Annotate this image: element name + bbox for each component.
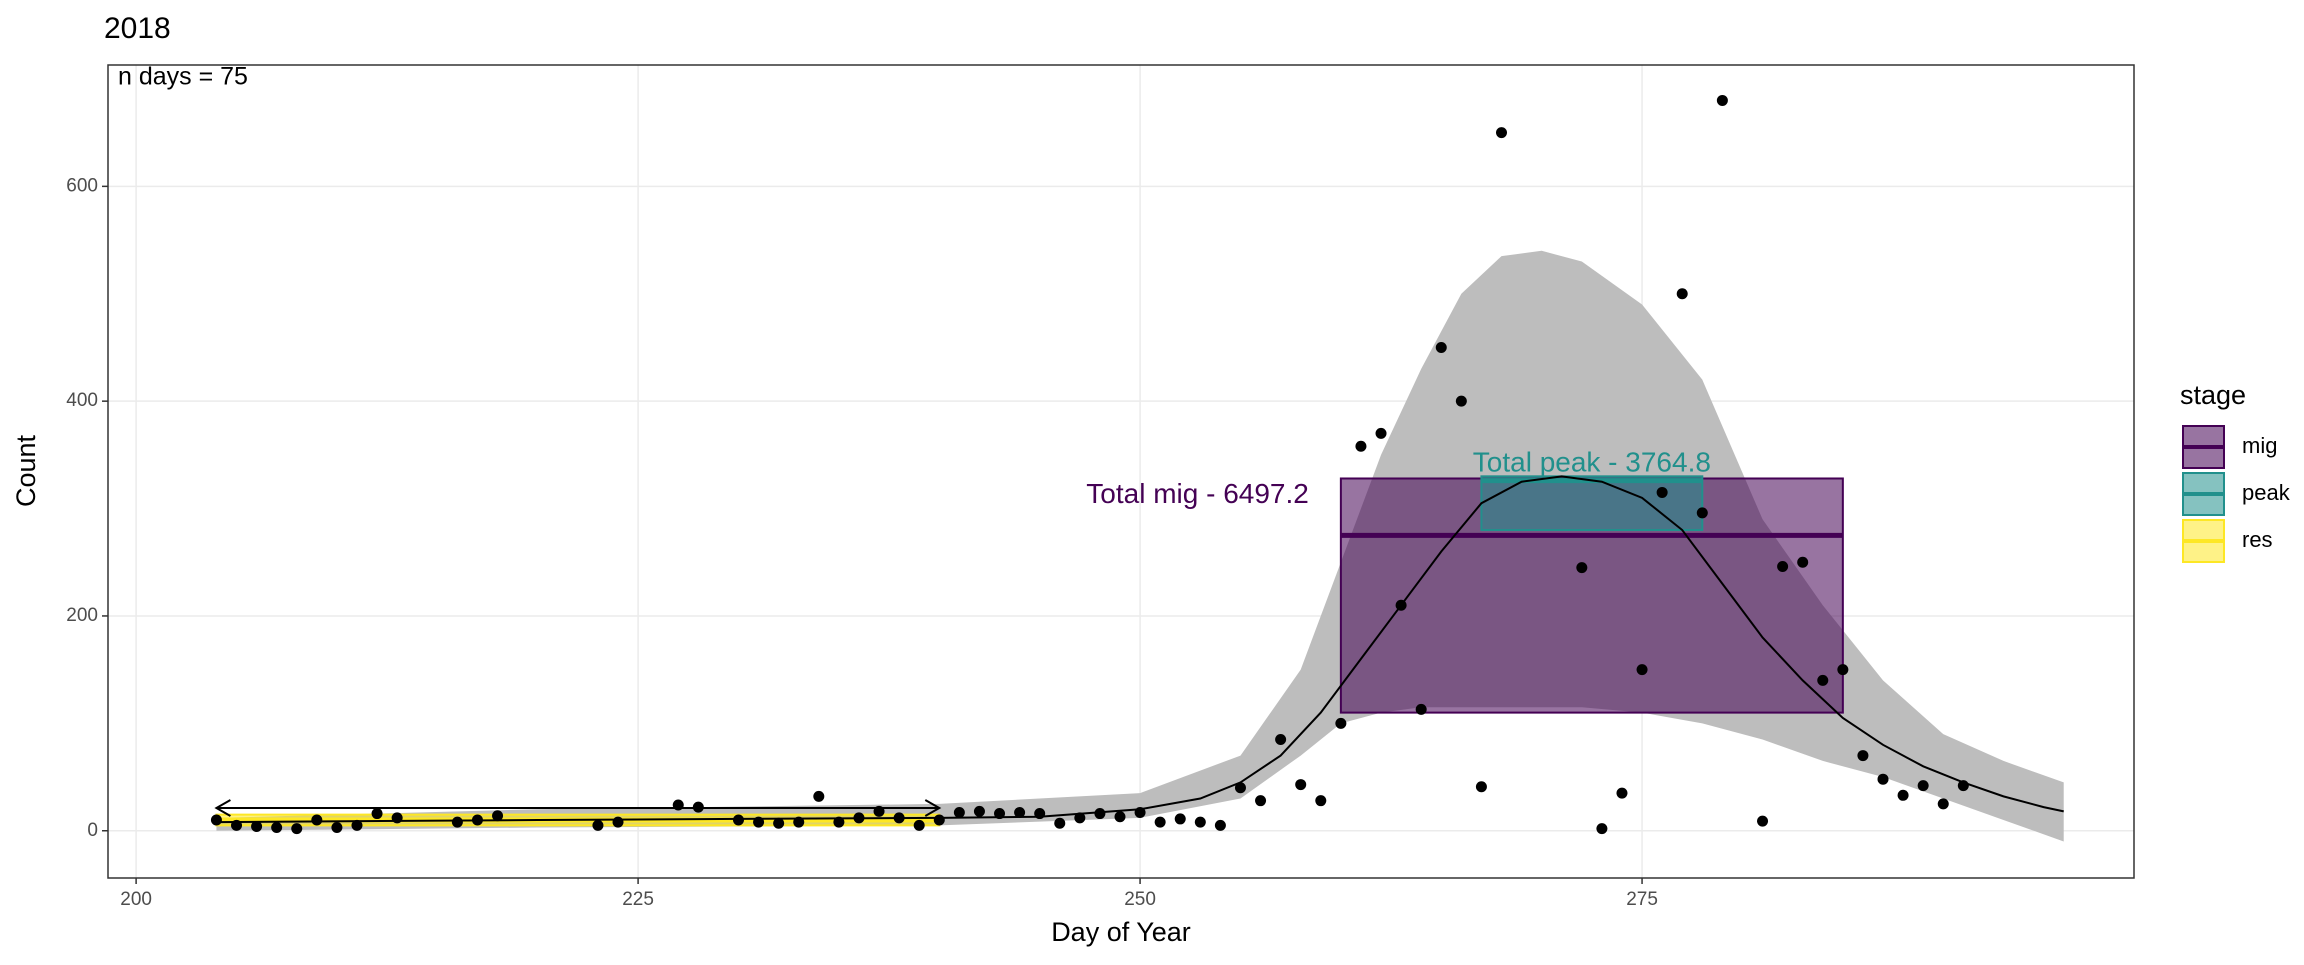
- data-point: [592, 819, 604, 831]
- y-tick-label: 200: [66, 605, 98, 626]
- data-point: [391, 812, 403, 824]
- plot-border: [107, 64, 2135, 879]
- data-point: [994, 808, 1006, 820]
- data-point: [1074, 812, 1086, 824]
- data-point: [271, 822, 283, 834]
- data-point: [371, 808, 383, 820]
- data-point: [331, 822, 343, 834]
- data-point: [1496, 127, 1508, 139]
- data-point: [1877, 773, 1889, 785]
- y-tick-label: 400: [66, 390, 98, 411]
- data-point: [1455, 395, 1467, 407]
- stage-box: [1480, 475, 1704, 532]
- data-point: [210, 814, 222, 826]
- data-point: [311, 814, 323, 826]
- fit-line: [216, 475, 2064, 824]
- data-point: [492, 810, 504, 822]
- data-point: [793, 816, 805, 828]
- data-point: [1636, 664, 1648, 676]
- data-point: [1355, 440, 1367, 452]
- y-tick-label: 600: [66, 175, 98, 196]
- data-point: [753, 816, 765, 828]
- chart-title: 2018: [104, 12, 171, 45]
- data-point: [1596, 823, 1608, 835]
- data-point: [973, 805, 985, 817]
- x-tick-label: 250: [1124, 889, 1156, 910]
- data-point: [1917, 780, 1929, 792]
- legend-label: mig: [2242, 433, 2277, 458]
- data-point: [251, 820, 263, 832]
- x-tick-label: 225: [622, 889, 654, 910]
- data-point: [1194, 816, 1206, 828]
- data-point: [1757, 815, 1769, 827]
- data-point: [1114, 811, 1126, 823]
- data-point: [913, 819, 925, 831]
- data-point: [1234, 782, 1246, 794]
- data-point: [1435, 341, 1447, 353]
- y-tick-label: 0: [87, 820, 98, 841]
- legend-label: res: [2242, 527, 2273, 552]
- data-point: [1094, 808, 1106, 820]
- data-point: [471, 814, 483, 826]
- data-point: [813, 790, 825, 802]
- data-point: [1255, 795, 1267, 807]
- data-point: [1576, 562, 1588, 574]
- data-point: [451, 816, 463, 828]
- data-point: [1957, 780, 1969, 792]
- legend-title: stage: [2180, 380, 2246, 410]
- data-point: [773, 817, 785, 829]
- data-point: [953, 806, 965, 818]
- x-tick-label: 200: [120, 889, 152, 910]
- data-point: [1014, 806, 1026, 818]
- arrow: [214, 799, 942, 817]
- x-tick-label: 275: [1626, 889, 1658, 910]
- data-point: [833, 816, 845, 828]
- box-label: Total mig - 6497.2: [1086, 478, 1309, 509]
- data-point: [1897, 789, 1909, 801]
- data-point: [1315, 795, 1327, 807]
- data-point: [1214, 819, 1226, 831]
- data-point: [1375, 427, 1387, 439]
- data-point: [1656, 486, 1668, 498]
- annotation: n days = 75: [118, 63, 248, 91]
- box-label: Total peak - 3764.8: [1473, 447, 1711, 478]
- x-axis-title: Day of Year: [1051, 917, 1191, 947]
- data-point: [1676, 288, 1688, 300]
- data-point: [1696, 507, 1708, 519]
- data-point: [1054, 817, 1066, 829]
- data-point: [893, 812, 905, 824]
- data-point: [1817, 674, 1829, 686]
- data-point: [1134, 806, 1146, 818]
- data-point: [1937, 798, 1949, 810]
- data-point: [1034, 808, 1046, 820]
- data-point: [1777, 561, 1789, 573]
- data-point: [351, 819, 363, 831]
- data-point: [612, 816, 624, 828]
- data-point: [853, 812, 865, 824]
- data-point: [1837, 664, 1849, 676]
- data-point: [291, 823, 303, 835]
- data-point: [1475, 781, 1487, 793]
- data-point: [1415, 703, 1427, 715]
- data-point: [231, 819, 243, 831]
- data-point: [1395, 599, 1407, 611]
- y-axis-title: Count: [11, 434, 41, 507]
- data-point: [732, 814, 744, 826]
- data-point: [1335, 717, 1347, 729]
- data-point: [1616, 787, 1628, 799]
- data-point: [1857, 750, 1869, 762]
- data-point: [1174, 813, 1186, 825]
- legend-label: peak: [2242, 480, 2291, 505]
- data-point: [1295, 779, 1307, 791]
- data-point: [1275, 733, 1287, 745]
- data-point: [1797, 556, 1809, 568]
- data-point: [1154, 816, 1166, 828]
- data-point: [1716, 94, 1728, 106]
- data-point: [933, 814, 945, 826]
